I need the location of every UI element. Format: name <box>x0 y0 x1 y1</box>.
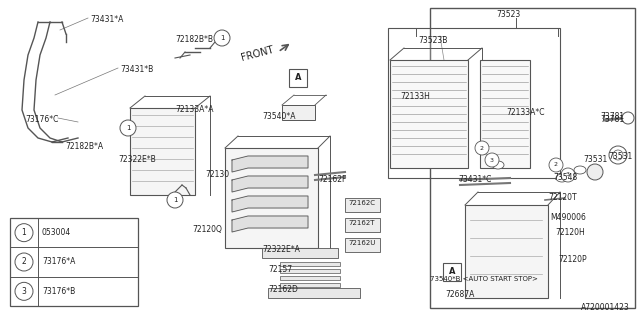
Text: 053004: 053004 <box>42 228 71 237</box>
Bar <box>262 248 338 258</box>
Text: 72322E*A: 72322E*A <box>262 245 300 254</box>
FancyBboxPatch shape <box>443 263 461 281</box>
Text: 72162D: 72162D <box>268 285 298 294</box>
Bar <box>280 290 340 294</box>
Bar <box>280 283 340 287</box>
Bar <box>345 238 380 252</box>
Text: 72120Q: 72120Q <box>192 225 222 234</box>
Bar <box>430 8 635 308</box>
Text: A: A <box>295 74 301 83</box>
Bar <box>280 262 340 266</box>
Text: 73176*B: 73176*B <box>42 287 76 296</box>
Circle shape <box>120 120 136 136</box>
Bar <box>268 288 360 298</box>
Text: 73531: 73531 <box>608 152 632 161</box>
Text: 1: 1 <box>173 197 177 203</box>
Polygon shape <box>232 196 308 212</box>
Circle shape <box>609 146 627 164</box>
Text: 73523B: 73523B <box>418 36 447 45</box>
Text: 72162F: 72162F <box>318 175 346 184</box>
Bar <box>345 198 380 212</box>
Text: 72162T: 72162T <box>348 220 374 226</box>
Text: 2: 2 <box>480 146 484 150</box>
Text: A: A <box>449 268 455 276</box>
Text: 72120T: 72120T <box>548 193 577 202</box>
Bar <box>225 148 318 248</box>
Text: 73176*A: 73176*A <box>42 258 76 267</box>
Text: 73781: 73781 <box>600 112 624 121</box>
Polygon shape <box>232 216 308 232</box>
Text: 72120P: 72120P <box>558 255 587 264</box>
Text: 73431*B: 73431*B <box>120 65 153 74</box>
Bar <box>390 60 468 168</box>
Text: 73176*C: 73176*C <box>25 115 58 124</box>
Text: 1: 1 <box>220 35 224 41</box>
Text: 72687A: 72687A <box>445 290 474 299</box>
Text: 72133H: 72133H <box>400 92 430 101</box>
Text: 72182B*A: 72182B*A <box>65 142 103 151</box>
Text: 1: 1 <box>22 228 26 237</box>
Ellipse shape <box>492 161 504 169</box>
Text: 72162C: 72162C <box>348 200 375 206</box>
Text: M490006: M490006 <box>550 213 586 222</box>
Bar <box>280 269 340 273</box>
Bar <box>130 108 195 195</box>
Text: 1: 1 <box>125 125 131 131</box>
Text: 3: 3 <box>22 287 26 296</box>
Text: 72182B*B: 72182B*B <box>175 35 213 44</box>
Text: 72120H: 72120H <box>555 228 585 237</box>
Text: 72133A*A: 72133A*A <box>175 105 214 114</box>
Circle shape <box>167 192 183 208</box>
Text: A720001423: A720001423 <box>581 303 630 312</box>
Circle shape <box>485 153 499 167</box>
Polygon shape <box>232 156 308 172</box>
Text: 73531: 73531 <box>584 155 608 164</box>
Bar <box>280 276 340 280</box>
FancyBboxPatch shape <box>289 69 307 87</box>
Text: 73548: 73548 <box>554 173 578 182</box>
Text: 73781: 73781 <box>600 115 624 124</box>
Text: FRONT: FRONT <box>240 45 275 63</box>
Text: 2: 2 <box>22 258 26 267</box>
Circle shape <box>561 168 575 182</box>
Circle shape <box>613 150 623 160</box>
Text: 73540*A: 73540*A <box>262 112 296 121</box>
Bar <box>345 218 380 232</box>
Text: 3: 3 <box>566 172 570 178</box>
Circle shape <box>15 282 33 300</box>
Text: 2: 2 <box>554 163 558 167</box>
Text: 73523: 73523 <box>496 10 520 19</box>
Circle shape <box>587 164 603 180</box>
Ellipse shape <box>574 166 586 174</box>
Text: 72322E*B: 72322E*B <box>118 155 156 164</box>
Text: 72133A*C: 72133A*C <box>506 108 545 117</box>
Text: 73431*C: 73431*C <box>458 175 492 184</box>
Circle shape <box>549 158 563 172</box>
Bar <box>282 105 315 120</box>
Circle shape <box>15 253 33 271</box>
Bar <box>10 218 138 306</box>
Circle shape <box>622 112 634 124</box>
Ellipse shape <box>556 174 568 182</box>
Circle shape <box>214 30 230 46</box>
Polygon shape <box>232 176 308 192</box>
Text: 72130: 72130 <box>205 170 229 179</box>
Text: 72162U: 72162U <box>348 240 376 246</box>
Circle shape <box>475 141 489 155</box>
Text: 73431*A: 73431*A <box>90 15 124 24</box>
Text: 72157: 72157 <box>268 265 292 274</box>
Text: 73540*B <AUTO START STOP>: 73540*B <AUTO START STOP> <box>430 276 538 282</box>
Bar <box>465 205 548 298</box>
Text: 3: 3 <box>490 157 494 163</box>
Circle shape <box>15 224 33 242</box>
Bar <box>480 60 530 168</box>
Bar <box>388 28 560 178</box>
